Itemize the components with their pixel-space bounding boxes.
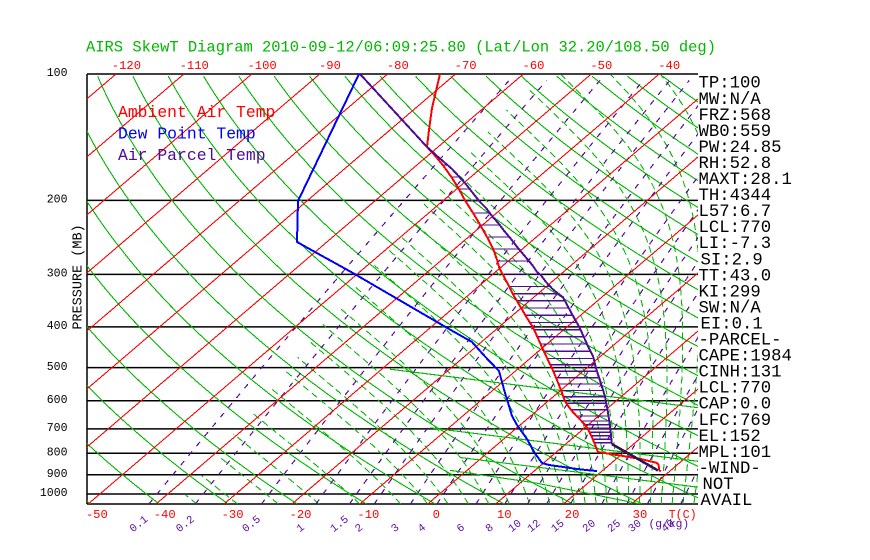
svg-text:MPL:101: MPL:101 — [699, 444, 772, 463]
svg-text:LFC:769: LFC:769 — [699, 412, 772, 431]
svg-text:EL:152: EL:152 — [699, 428, 761, 447]
svg-text:Air Parcel Temp: Air Parcel Temp — [118, 146, 266, 165]
svg-text:400: 400 — [47, 320, 68, 333]
svg-text:TP:100: TP:100 — [699, 75, 761, 94]
svg-text:-PARCEL-: -PARCEL- — [699, 332, 782, 351]
svg-text:SW:N/A: SW:N/A — [699, 299, 762, 318]
svg-text:-40: -40 — [154, 508, 176, 522]
svg-text:MW:N/A: MW:N/A — [699, 91, 762, 110]
svg-text:20: 20 — [565, 508, 580, 522]
svg-text:500: 500 — [47, 361, 68, 374]
svg-text:-80: -80 — [387, 59, 409, 73]
svg-text:NOT: NOT — [703, 476, 734, 495]
svg-text:PRESSURE (MB): PRESSURE (MB) — [72, 224, 87, 329]
svg-text:CINH:131: CINH:131 — [699, 364, 782, 383]
svg-text:1000: 1000 — [40, 487, 68, 500]
svg-text:(g/kg): (g/kg) — [649, 519, 690, 531]
svg-text:CAPE:1984: CAPE:1984 — [699, 348, 792, 367]
svg-text:-10: -10 — [357, 508, 379, 522]
svg-text:L57:6.7: L57:6.7 — [699, 203, 772, 222]
svg-text:-40: -40 — [658, 59, 680, 73]
svg-text:AIRS SkewT Diagram 2010-09-12/: AIRS SkewT Diagram 2010-09-12/06:09:25.8… — [86, 39, 716, 57]
svg-text:LCL:770: LCL:770 — [699, 219, 772, 238]
svg-text:Ambient Air Temp: Ambient Air Temp — [118, 103, 275, 122]
svg-text:FRZ:568: FRZ:568 — [699, 107, 772, 126]
svg-text:700: 700 — [47, 422, 68, 435]
svg-text:T(C): T(C) — [669, 508, 697, 522]
svg-text:-90: -90 — [319, 59, 341, 73]
svg-text:TT:43.0: TT:43.0 — [699, 267, 772, 286]
svg-text:-WIND-: -WIND- — [699, 460, 761, 479]
svg-text:KI:299: KI:299 — [699, 283, 761, 302]
svg-text:-50: -50 — [86, 508, 108, 522]
svg-text:-60: -60 — [523, 59, 545, 73]
svg-text:CAP:0.0: CAP:0.0 — [699, 396, 772, 415]
svg-text:30: 30 — [633, 508, 648, 522]
svg-text:200: 200 — [47, 194, 68, 207]
svg-text:PW:24.85: PW:24.85 — [699, 139, 782, 158]
svg-text:RH:52.8: RH:52.8 — [699, 155, 772, 174]
svg-text:100: 100 — [47, 67, 68, 80]
svg-text:10: 10 — [497, 508, 512, 522]
svg-text:800: 800 — [47, 446, 68, 459]
svg-text:-110: -110 — [180, 59, 209, 73]
svg-text:MAXT:28.1: MAXT:28.1 — [699, 171, 792, 190]
svg-text:-120: -120 — [112, 59, 141, 73]
svg-text:LCL:770: LCL:770 — [699, 380, 772, 399]
svg-text:WB0:559: WB0:559 — [699, 123, 772, 142]
svg-text:TH:4344: TH:4344 — [699, 187, 772, 206]
svg-text:EI:0.1: EI:0.1 — [701, 315, 763, 334]
svg-text:Dew Point Temp: Dew Point Temp — [118, 124, 256, 143]
svg-text:-100: -100 — [247, 59, 276, 73]
svg-text:-30: -30 — [222, 508, 244, 522]
svg-text:-70: -70 — [455, 59, 477, 73]
svg-text:900: 900 — [47, 468, 68, 481]
svg-text:300: 300 — [47, 268, 68, 281]
svg-text:-20: -20 — [290, 508, 312, 522]
svg-text:-50: -50 — [590, 59, 612, 73]
svg-text:AVAIL: AVAIL — [701, 492, 753, 511]
svg-text:SI:2.9: SI:2.9 — [701, 251, 763, 270]
svg-text:600: 600 — [47, 394, 68, 407]
svg-text:0: 0 — [433, 508, 440, 522]
svg-text:LI:-7.3: LI:-7.3 — [699, 235, 772, 254]
